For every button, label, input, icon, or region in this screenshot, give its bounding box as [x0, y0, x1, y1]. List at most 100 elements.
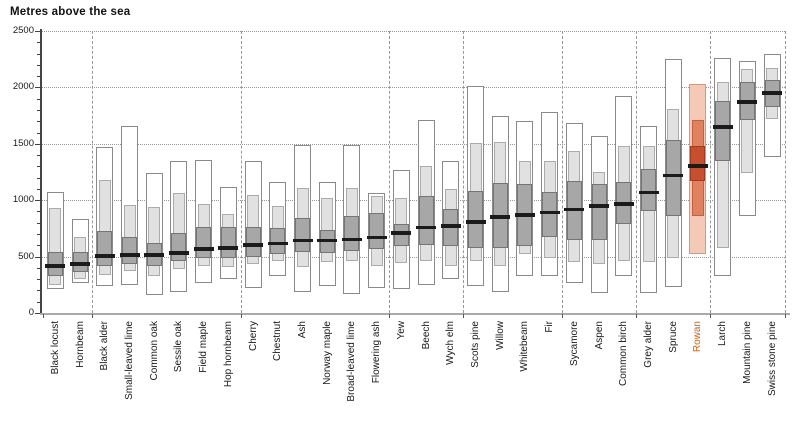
species-label: Willow	[494, 321, 506, 350]
group-separator	[463, 31, 465, 313]
y-axis-minor-tick	[37, 279, 40, 281]
species-median-bar	[465, 220, 486, 224]
species-median-bar	[687, 164, 708, 168]
y-axis-minor-tick	[37, 222, 40, 224]
species-bar-core-range	[591, 184, 607, 240]
y-axis-major-tick	[35, 200, 40, 202]
y-axis-minor-tick	[37, 188, 40, 190]
species-label: Scots pine	[470, 321, 482, 368]
y-axis-major-tick	[35, 87, 40, 89]
y-axis-minor-tick	[37, 42, 40, 44]
gridline-2500	[41, 31, 785, 32]
species-median-bar	[292, 238, 313, 243]
species-median-bar	[366, 235, 387, 240]
x-axis-group-tick	[92, 314, 94, 318]
y-axis-minor-tick	[37, 166, 40, 168]
y-axis-minor-tick	[37, 245, 40, 247]
x-axis	[40, 313, 790, 315]
species-bar-core-range	[393, 223, 409, 247]
group-separator	[389, 31, 391, 313]
y-axis-label: 500	[18, 250, 34, 262]
species-label: Swiss stone pine	[766, 321, 778, 397]
y-axis-major-tick	[35, 256, 40, 258]
species-median-bar	[341, 237, 362, 242]
y-axis-label: 1000	[12, 194, 34, 206]
species-label: Whitebeam	[519, 321, 531, 372]
species-bar-core-range	[665, 140, 681, 216]
x-axis-group-tick	[389, 314, 391, 318]
y-axis-minor-tick	[37, 155, 40, 157]
species-median-bar	[416, 225, 437, 230]
y-axis-major-tick	[35, 313, 40, 314]
species-median-bar	[613, 202, 634, 206]
x-axis-group-tick	[463, 314, 465, 318]
species-bar-core-range	[171, 232, 187, 262]
species-bar-core-range	[72, 251, 88, 273]
species-label: Rowan	[692, 321, 704, 353]
species-label: Ash	[297, 321, 309, 339]
species-label: Sycamore	[568, 321, 580, 367]
species-bar-core-range	[542, 192, 558, 238]
group-separator	[240, 31, 242, 313]
species-median-bar	[144, 253, 165, 257]
species-median-bar	[589, 204, 610, 208]
species-median-bar	[564, 207, 585, 212]
species-median-bar	[70, 262, 91, 266]
species-bar-core-range	[344, 215, 360, 251]
species-label: Black alder	[99, 321, 111, 371]
species-label: Grey alder	[643, 321, 655, 368]
species-bar-core-range	[97, 230, 113, 266]
y-axis-minor-tick	[37, 76, 40, 78]
chart-title: Metres above the sea	[10, 6, 131, 18]
species-median-bar	[267, 241, 288, 246]
species-median-bar	[712, 125, 733, 129]
species-median-bar	[440, 224, 461, 228]
y-axis-minor-tick	[37, 301, 40, 303]
species-label: Aspen	[593, 321, 605, 350]
species-median-bar	[539, 210, 560, 215]
species-median-bar	[119, 253, 140, 257]
y-axis	[40, 29, 42, 313]
species-median-bar	[490, 215, 511, 219]
species-label: Broad-leaved lime	[346, 321, 358, 402]
y-axis-label: 2000	[12, 81, 34, 93]
species-bar-core-range	[369, 212, 385, 249]
species-label: Common oak	[148, 321, 160, 381]
species-label: Sessile oak	[173, 321, 185, 373]
y-axis-label: 0	[28, 307, 34, 318]
group-separator	[784, 31, 786, 313]
gridline-2000	[41, 87, 785, 89]
species-bar-core-range	[690, 146, 706, 181]
species-bar-core-range	[443, 209, 459, 247]
species-bar-core-range	[641, 168, 657, 212]
species-label: Field maple	[198, 321, 210, 373]
y-axis-minor-tick	[37, 64, 40, 66]
x-axis-group-tick	[562, 314, 564, 318]
species-label: Flowering ash	[371, 321, 383, 384]
species-bar-core-range	[270, 228, 286, 255]
species-bar-core-range	[245, 227, 261, 257]
species-label: Common birch	[618, 321, 630, 387]
x-axis-group-tick	[710, 314, 712, 318]
y-axis-major-tick	[35, 31, 40, 32]
group-separator	[562, 31, 564, 313]
species-label: Beech	[420, 321, 432, 350]
species-bar-core-range	[295, 218, 311, 253]
species-median-bar	[762, 91, 783, 95]
y-axis-major-tick	[35, 143, 40, 145]
group-separator	[636, 31, 638, 313]
species-label: Mountain pine	[741, 321, 753, 384]
species-median-bar	[243, 243, 264, 247]
species-label: Spruce	[667, 321, 679, 353]
species-median-bar	[514, 213, 535, 217]
y-axis-minor-tick	[37, 177, 40, 179]
species-bar-core-range	[418, 195, 434, 246]
y-axis-minor-tick	[37, 53, 40, 55]
x-axis-group-tick	[240, 314, 242, 318]
species-median-bar	[391, 231, 412, 235]
species-label: Chestnut	[272, 321, 284, 362]
x-axis-group-tick	[636, 314, 638, 318]
species-median-bar	[94, 254, 115, 258]
